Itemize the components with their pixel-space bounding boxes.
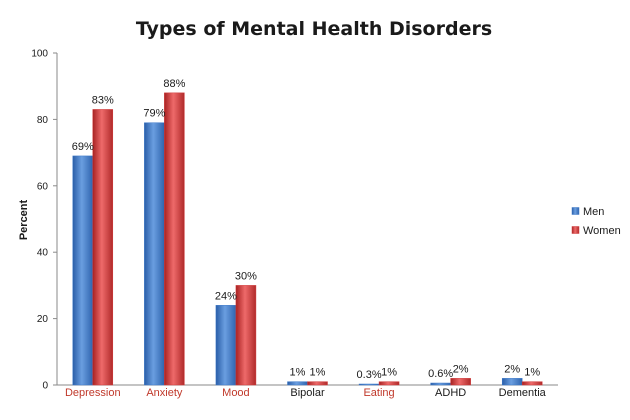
y-tick-label: 40 xyxy=(37,248,49,259)
data-label: 79% xyxy=(143,108,165,120)
data-label: 1% xyxy=(290,367,306,379)
x-tick-label: Mood xyxy=(222,387,250,399)
bar-men-bipolar xyxy=(287,381,308,386)
bar-women-eating xyxy=(378,381,400,386)
data-labels: 69%79%24%1% 0.3% 0.6% 2%83%88%30%1% 1% 2% 1% xyxy=(72,78,541,381)
bar-women-bipolar xyxy=(307,381,328,386)
legend-label: Men xyxy=(583,206,604,218)
data-label: 1% xyxy=(381,367,397,379)
y-tick-label: 60 xyxy=(37,181,49,192)
bar-men-eating xyxy=(358,383,380,386)
data-label: 69% xyxy=(72,141,94,153)
x-tick-label: Eating xyxy=(363,387,394,399)
legend-label: Women xyxy=(583,225,621,237)
bar-men-mood xyxy=(215,305,237,386)
axes xyxy=(56,53,558,386)
data-label: 2% xyxy=(453,363,469,375)
y-tick-label: 80 xyxy=(37,115,49,126)
bar-women-adhd xyxy=(450,378,471,386)
bar-men-anxiety xyxy=(144,122,165,386)
data-label: 0.3% xyxy=(357,369,382,381)
data-label: 30% xyxy=(235,270,257,282)
x-tick-label: ADHD xyxy=(435,387,466,399)
x-tick-label: Bipolar xyxy=(290,387,325,399)
data-label: 83% xyxy=(92,94,114,106)
chart-title: Types of Mental Health Disorders xyxy=(136,18,492,40)
bar-men-adhd xyxy=(430,382,451,386)
y-tick-label: 20 xyxy=(37,314,49,325)
bar-women-dementia xyxy=(521,381,543,386)
y-ticks: 0 20 40 60 80 100 xyxy=(31,49,57,392)
x-tick-label: Depression xyxy=(65,387,121,399)
bars xyxy=(72,92,543,386)
x-tick-label: Anxiety xyxy=(146,387,183,399)
x-tick-label: Dementia xyxy=(499,387,547,399)
y-tick-label: 0 xyxy=(42,381,48,392)
bar-women-mood xyxy=(235,285,257,386)
legend-swatch xyxy=(571,226,580,234)
data-label: 88% xyxy=(163,78,185,90)
data-label: 24% xyxy=(215,290,237,302)
bar-men-dementia xyxy=(501,378,523,386)
data-label: 1% xyxy=(310,367,326,379)
bar-women-depression xyxy=(92,109,114,386)
bar-men-depression xyxy=(72,155,94,386)
y-axis-label: Percent xyxy=(18,199,30,240)
data-label: 1% xyxy=(524,367,540,379)
x-tick-labels: Depression Anxiety Mood Bipolar Eating ADHD De… xyxy=(65,387,547,399)
bar-women-anxiety xyxy=(164,92,185,386)
y-tick-label: 100 xyxy=(31,49,48,60)
data-label: 0.6% xyxy=(428,368,453,380)
legend-swatch xyxy=(571,207,580,215)
data-label: 2% xyxy=(504,363,520,375)
legend: Men Women xyxy=(571,206,621,237)
